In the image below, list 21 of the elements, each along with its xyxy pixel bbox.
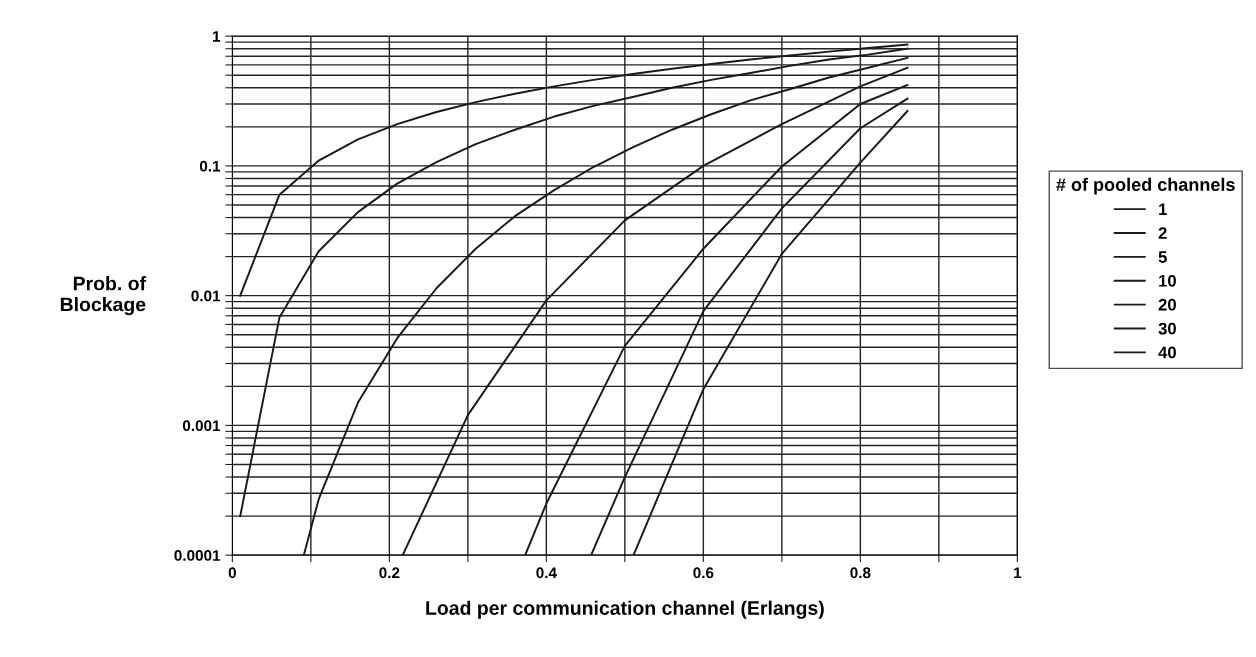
- x-tick-label: 0.2: [379, 567, 400, 579]
- x-axis-title: Load per communication channel (Erlangs): [426, 600, 824, 619]
- y-axis-title: Prob. of Blockage: [60, 276, 147, 316]
- x-tick-label: 0.4: [536, 567, 557, 579]
- y-tick-label: 0.01: [191, 290, 221, 302]
- y-tick-label: 0.0001: [174, 550, 221, 561]
- x-tick-label: 1: [1014, 567, 1022, 579]
- x-tick-label: 0: [228, 567, 236, 579]
- x-tick-label: 0.6: [693, 567, 714, 579]
- y-tick-label: 0.001: [182, 420, 221, 432]
- y-tick-label: 1: [213, 31, 221, 42]
- x-tick-label: 0.8: [850, 567, 871, 579]
- legend-label: 40: [1158, 346, 1176, 359]
- legend-label: 10: [1159, 274, 1176, 287]
- legend-label: 1: [1159, 203, 1167, 215]
- legend-label: 30: [1158, 322, 1176, 335]
- legend-label: 2: [1158, 227, 1167, 239]
- legend-label: 5: [1158, 251, 1167, 263]
- legend-label: 20: [1158, 298, 1176, 311]
- y-tick-label: 0.1: [199, 160, 221, 172]
- legend-title: # of pooled channels: [1056, 177, 1235, 195]
